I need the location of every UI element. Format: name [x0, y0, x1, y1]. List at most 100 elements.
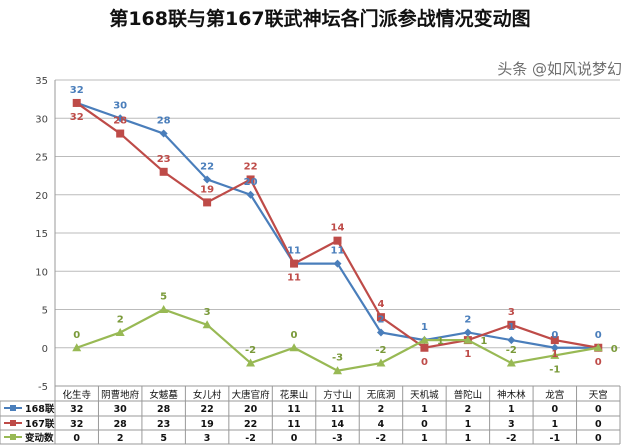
category-label: 普陀山: [454, 389, 483, 401]
y-tick-label: 25: [35, 153, 48, 164]
data-label: 0: [595, 330, 602, 341]
table-cell: 14: [331, 419, 345, 430]
data-point: [506, 358, 516, 367]
table-cell: 1: [421, 433, 428, 444]
table-cell: 1: [465, 433, 472, 444]
table-cell: 0: [421, 419, 428, 430]
data-point: [116, 129, 125, 138]
table-cell: 1: [508, 404, 515, 415]
table-cell: -3: [332, 433, 343, 444]
data-point: [72, 98, 81, 107]
table-cell: -2: [506, 433, 517, 444]
data-label: 30: [113, 100, 127, 111]
data-label: 3: [508, 307, 515, 318]
data-point: [550, 350, 560, 359]
table-cell: -1: [550, 433, 561, 444]
table-cell: 0: [73, 433, 80, 444]
legend-label: 变动数: [25, 432, 54, 444]
data-label: 20: [244, 177, 258, 188]
data-label: 0: [611, 344, 618, 355]
data-label: 0: [73, 330, 80, 341]
table-cell: 3: [204, 433, 211, 444]
table-cell: -2: [376, 433, 387, 444]
data-label: 2: [117, 314, 124, 325]
table-cell: 0: [595, 433, 602, 444]
table-cell: 5: [160, 433, 167, 444]
table-cell: 22: [244, 419, 257, 430]
data-label: -2: [506, 345, 517, 356]
y-tick-label: 15: [35, 229, 48, 240]
y-tick-label: -5: [38, 382, 48, 393]
legend-marker: [10, 434, 16, 440]
data-point: [159, 167, 168, 176]
table-cell: 20: [244, 404, 258, 415]
table-cell: 19: [200, 419, 213, 430]
table-cell: 0: [595, 419, 602, 430]
data-point: [333, 236, 342, 245]
data-label: 11: [287, 246, 301, 257]
data-point: [550, 343, 559, 352]
data-point: [376, 328, 385, 337]
data-point: [246, 175, 255, 184]
data-point: [159, 129, 168, 138]
watermark: 头条 @如风说梦幻: [497, 60, 622, 78]
data-label: 28: [157, 116, 171, 127]
y-tick-label: 5: [42, 306, 48, 317]
data-label: 0: [291, 330, 298, 341]
table-cell: 0: [595, 404, 602, 415]
data-label: 3: [204, 307, 211, 318]
category-label: 女魃墓: [149, 389, 178, 401]
data-point: [376, 358, 386, 367]
category-label: 女儿村: [193, 389, 222, 401]
y-tick-label: 20: [35, 191, 48, 202]
table-cell: 11: [331, 404, 344, 415]
data-label: -3: [332, 353, 343, 364]
data-label: -2: [375, 345, 386, 356]
data-label: 2: [377, 314, 384, 325]
data-point: [419, 335, 429, 344]
data-point: [203, 198, 212, 207]
data-label: 32: [70, 112, 84, 123]
table-cell: 2: [378, 404, 385, 415]
table-cell: 3: [508, 419, 515, 430]
data-point: [463, 328, 472, 337]
legend-label: 168联: [25, 403, 55, 415]
table-cell: 32: [70, 404, 83, 415]
table-cell: 2: [465, 404, 472, 415]
data-point: [159, 305, 169, 313]
table-cell: 32: [70, 419, 83, 430]
data-point: [507, 336, 516, 345]
data-point: [593, 343, 603, 352]
data-point: [333, 366, 342, 375]
data-point: [507, 320, 516, 329]
table-cell: 28: [157, 404, 171, 415]
y-tick-label: 0: [42, 344, 48, 355]
data-point: [550, 336, 559, 345]
category-label: 天机城: [410, 389, 439, 401]
y-tick-label: 35: [35, 76, 48, 87]
data-point: [72, 343, 82, 352]
data-label: 1: [421, 322, 428, 333]
data-label: 14: [331, 223, 345, 234]
data-label: 11: [287, 273, 301, 284]
legend-marker: [10, 405, 16, 411]
table-cell: 0: [291, 433, 298, 444]
category-label: 化生寺: [62, 389, 91, 401]
table-cell: 30: [114, 404, 128, 415]
table-cell: 11: [287, 404, 300, 415]
data-label: 4: [377, 299, 384, 310]
category-label: 方寸山: [323, 389, 352, 401]
table-cell: -2: [245, 433, 256, 444]
category-label: 无底洞: [367, 389, 396, 401]
category-label: 龙宫: [545, 389, 564, 401]
data-point: [203, 175, 212, 184]
table-cell: 28: [114, 419, 128, 430]
data-point: [115, 327, 125, 336]
data-label: 1: [508, 322, 515, 333]
data-label: 0: [595, 357, 602, 368]
data-label: 2: [464, 314, 471, 325]
y-tick-label: 30: [35, 114, 48, 125]
data-label: 11: [331, 246, 345, 257]
table-cell: 0: [551, 404, 558, 415]
data-label: 5: [160, 292, 167, 303]
